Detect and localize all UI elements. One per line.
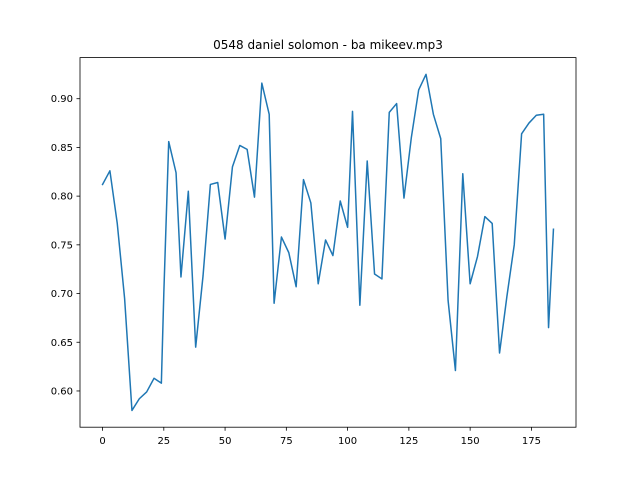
x-tick-label: 50 xyxy=(219,436,232,447)
y-tick-label: 0.75 xyxy=(51,240,73,251)
x-tick-label: 25 xyxy=(157,436,170,447)
axes-frame xyxy=(79,57,577,428)
x-tick-label: 100 xyxy=(338,436,357,447)
y-axis: 0.60 0.65 0.70 0.75 0.80 0.85 0.90 xyxy=(51,94,80,397)
x-tick-label: 125 xyxy=(399,436,418,447)
x-axis: 0 25 50 75 100 125 150 175 xyxy=(99,427,541,447)
y-tick-label: 0.90 xyxy=(51,94,73,105)
x-tick-label: 0 xyxy=(99,436,105,447)
x-tick-label: 75 xyxy=(280,436,293,447)
y-tick-label: 0.60 xyxy=(51,386,73,397)
chart-title: 0548 daniel solomon - ba mikeev.mp3 xyxy=(213,38,443,52)
plot-area xyxy=(101,73,555,412)
y-tick-label: 0.85 xyxy=(51,143,73,154)
x-tick-label: 175 xyxy=(522,436,541,447)
y-tick-label: 0.80 xyxy=(51,192,73,203)
y-tick-label: 0.65 xyxy=(51,338,73,349)
x-tick-label: 150 xyxy=(461,436,480,447)
y-tick-label: 0.70 xyxy=(51,289,73,300)
